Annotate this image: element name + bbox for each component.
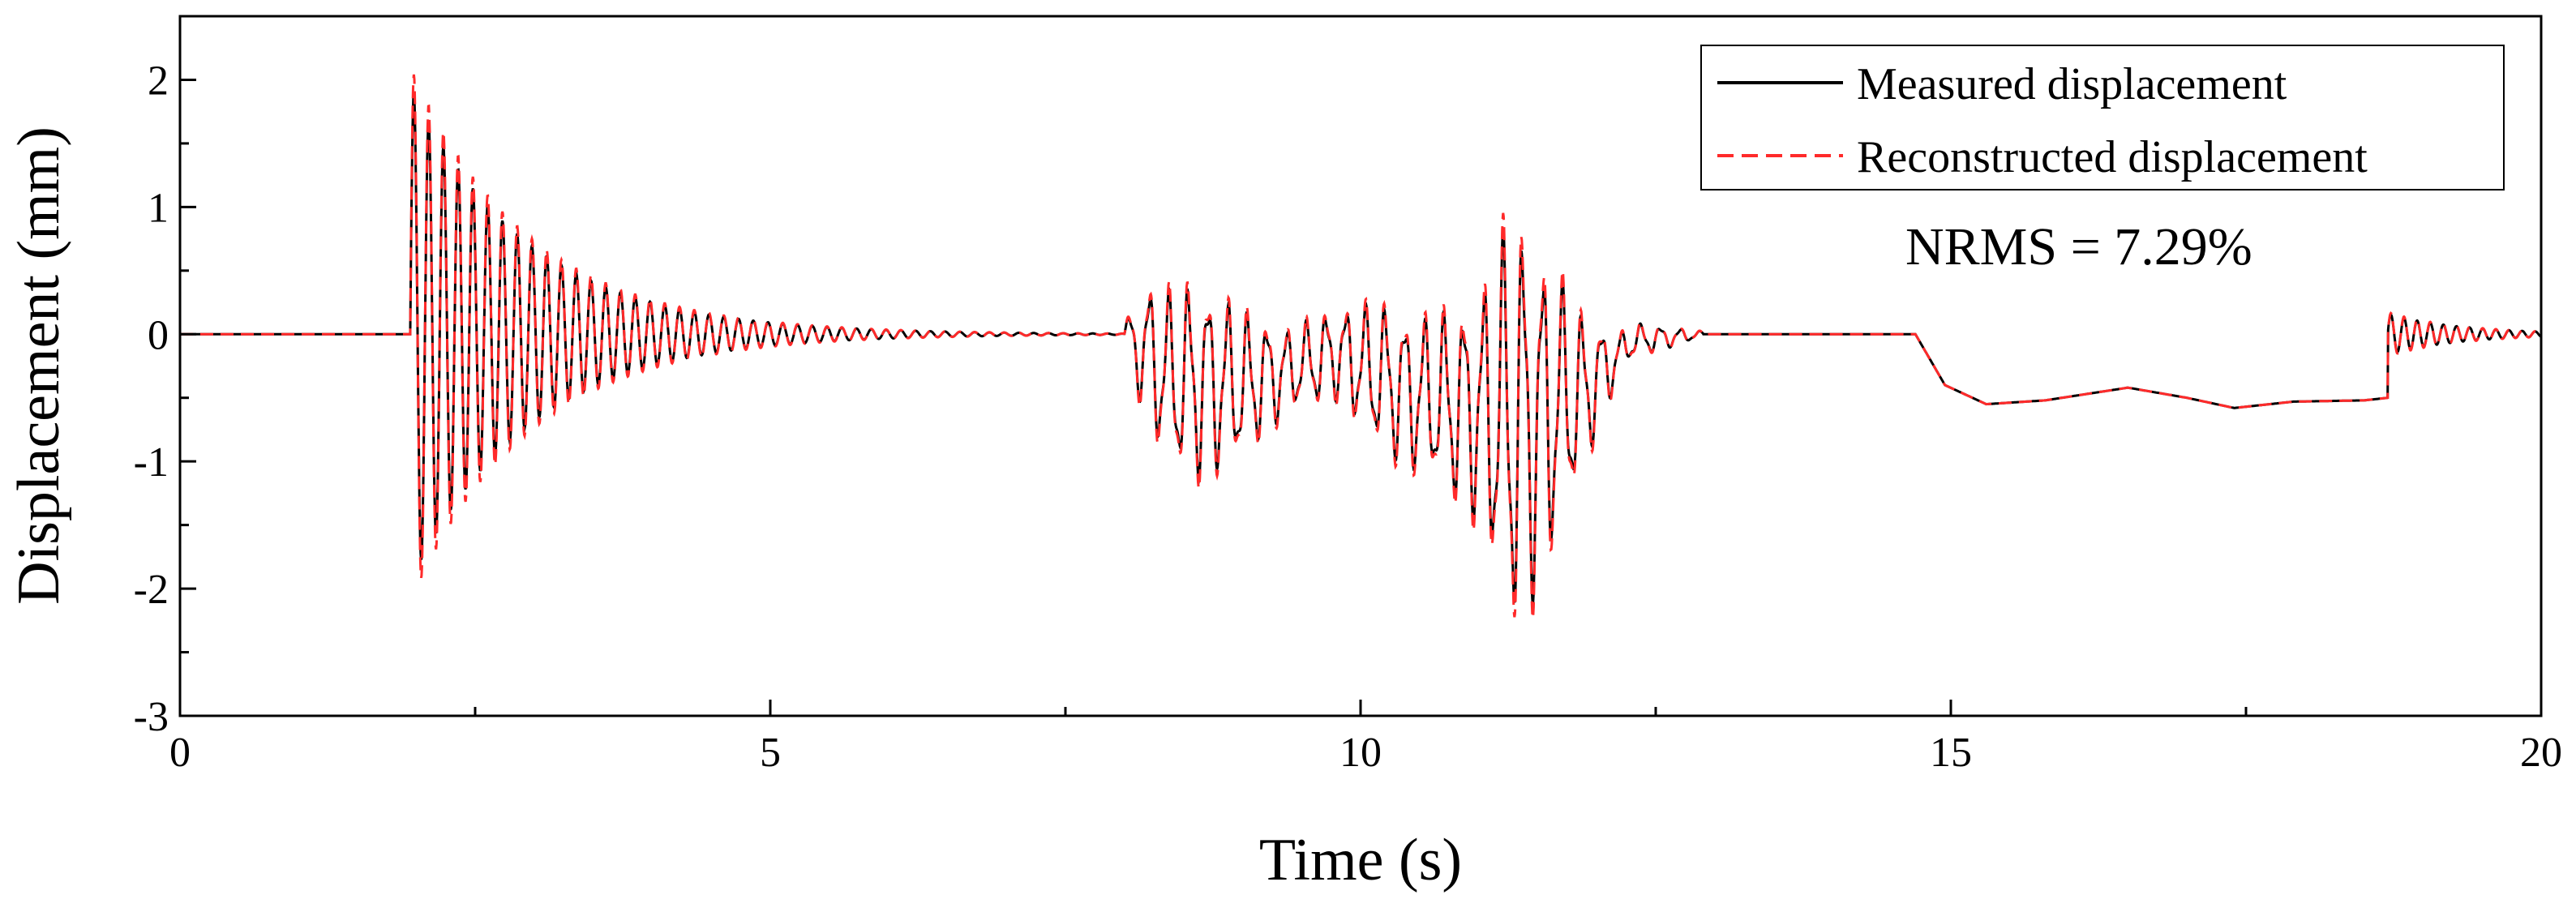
x-tick-label: 5 — [760, 730, 781, 776]
y-tick-label: -2 — [134, 567, 169, 613]
x-tick-label: 15 — [1930, 730, 1972, 776]
y-tick-label: 1 — [148, 185, 169, 231]
x-tick-label: 0 — [169, 730, 191, 776]
x-tick-label: 20 — [2520, 730, 2562, 776]
y-tick-label: -3 — [134, 694, 169, 740]
y-axis-title: Displacement (mm) — [6, 126, 72, 605]
legend-label-measured: Measured displacement — [1857, 59, 2287, 109]
legend-box — [1700, 45, 2505, 191]
x-axis: 0 5 10 15 20 — [169, 700, 2562, 776]
x-tick-label: 10 — [1339, 730, 1382, 776]
y-tick-label: 0 — [148, 312, 169, 358]
y-axis: -3 -2 -1 0 1 2 — [134, 58, 196, 740]
legend-label-reconstructed: Reconstructed displacement — [1857, 132, 2368, 182]
y-tick-label: -1 — [134, 439, 169, 486]
x-axis-title: Time (s) — [1259, 827, 1462, 893]
plot-curves — [180, 74, 2542, 619]
series-reconstructed-line — [180, 74, 2542, 619]
legend: Measured displacement Reconstructed disp… — [1700, 45, 2505, 191]
y-tick-label: 2 — [148, 58, 169, 104]
nrms-annotation: NRMS = 7.29% — [1905, 217, 2252, 276]
